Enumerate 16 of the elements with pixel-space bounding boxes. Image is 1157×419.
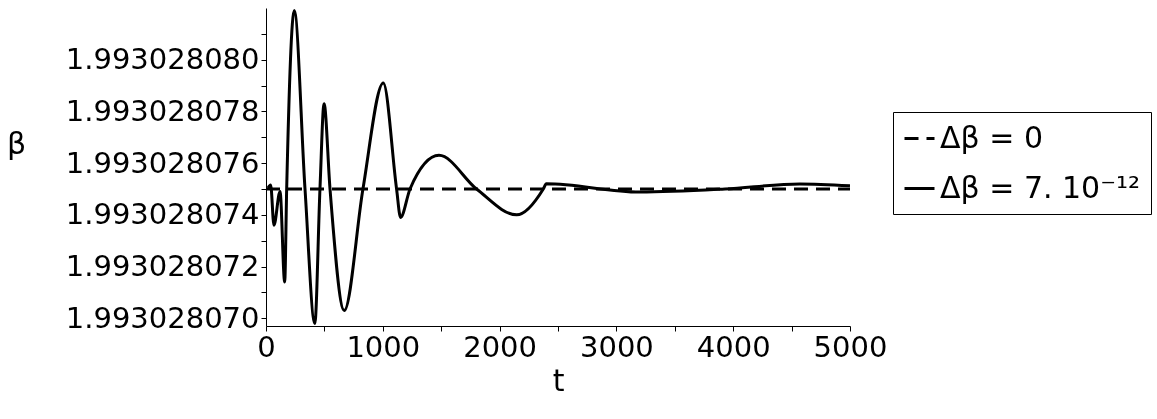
y-tick-label: 1.993028076 bbox=[65, 145, 260, 180]
x-tick-label: 1000 bbox=[346, 329, 421, 364]
x-tick-label: 5000 bbox=[813, 329, 888, 364]
x-tick-label: 4000 bbox=[696, 329, 771, 364]
legend-label: Δβ = 7. 10⁻¹² bbox=[940, 169, 1141, 205]
x-tick-label: 3000 bbox=[579, 329, 654, 364]
x-axis-title: t bbox=[552, 362, 565, 398]
legend-label: Δβ = 0 bbox=[940, 119, 1043, 155]
y-tick-label: 1.993028072 bbox=[65, 249, 260, 284]
y-tick-label: 1.993028070 bbox=[65, 300, 260, 335]
y-tick-label: 1.993028078 bbox=[65, 93, 260, 128]
x-tick-label: 2000 bbox=[463, 329, 538, 364]
x-tick-label: 0 bbox=[257, 329, 276, 364]
y-axis-title: β bbox=[6, 125, 27, 161]
y-tick-label: 1.993028074 bbox=[65, 197, 260, 232]
y-tick-label: 1.993028080 bbox=[65, 42, 260, 77]
